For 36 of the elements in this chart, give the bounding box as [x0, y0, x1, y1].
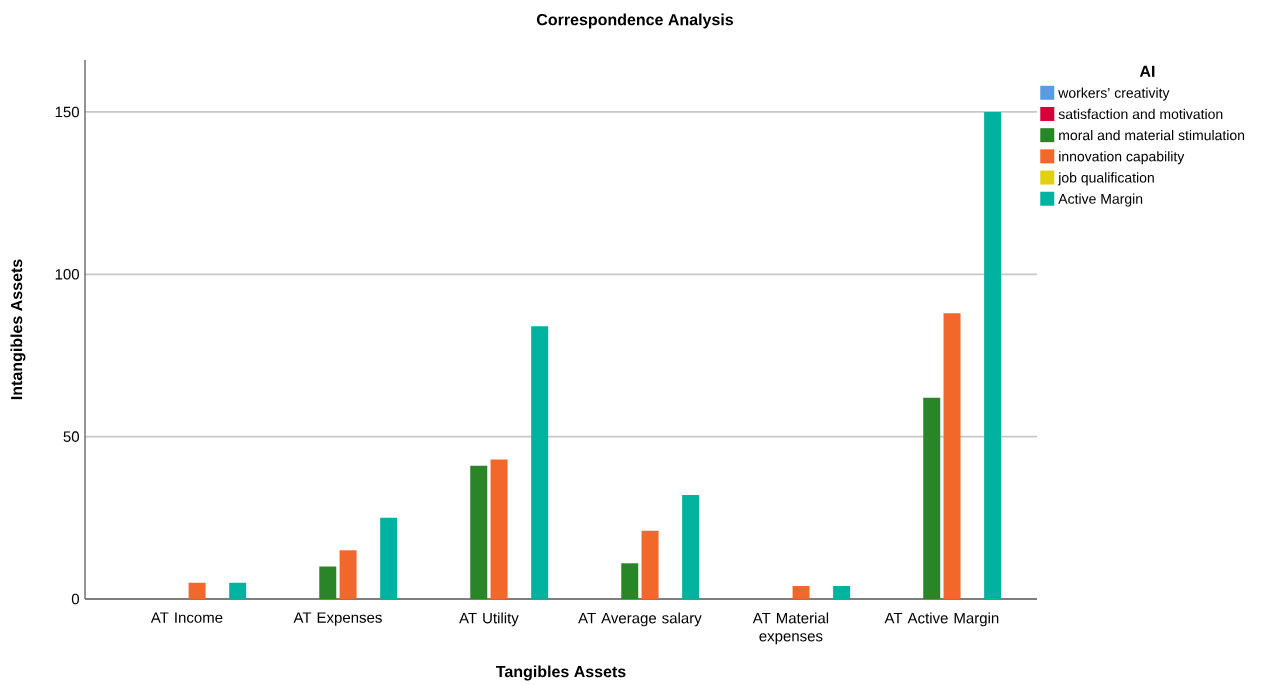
bar [682, 494, 700, 599]
y-tick-label: 0 [71, 593, 80, 605]
bar [984, 111, 1002, 599]
bar [229, 582, 247, 599]
x-tick-label: AT Utility [459, 612, 519, 627]
bar [621, 563, 639, 599]
bar [641, 530, 659, 599]
bar [319, 566, 337, 599]
x-tick-label: AT Income [150, 612, 223, 623]
bar [470, 465, 488, 599]
bar [943, 313, 961, 599]
bar [188, 582, 206, 599]
y-tick-label: 150 [55, 106, 80, 118]
bar [923, 397, 941, 599]
x-tick-label: AT Active Margin [884, 612, 999, 627]
y-axis-title: Intangibles Assets [10, 259, 26, 399]
bar [490, 459, 508, 599]
bar [792, 585, 810, 599]
legend-label: moral and material stimulation [1059, 129, 1245, 140]
x-axis-title: Tangibles Assets [495, 665, 626, 681]
x-tick-label: AT Material expenses [752, 612, 829, 645]
y-tick-label: 100 [55, 268, 80, 280]
legend-label: satisfaction and motivation [1058, 108, 1223, 119]
bar [833, 585, 851, 599]
legend-label: Active Margin [1058, 193, 1143, 207]
legend-label: innovation capability [1059, 150, 1185, 164]
legend-label: workers’ creativity [1058, 87, 1170, 101]
chart-title: Correspondence Analysis [536, 13, 734, 29]
y-tick-label: 50 [63, 431, 80, 442]
legend-label: job qualification [1057, 172, 1154, 186]
bar [339, 550, 357, 599]
bar [380, 517, 398, 599]
bar [531, 326, 549, 599]
legend-title: AI [1139, 65, 1155, 77]
x-tick-label: AT Average salary [578, 612, 702, 627]
x-tick-label: AT Expenses [293, 612, 382, 626]
